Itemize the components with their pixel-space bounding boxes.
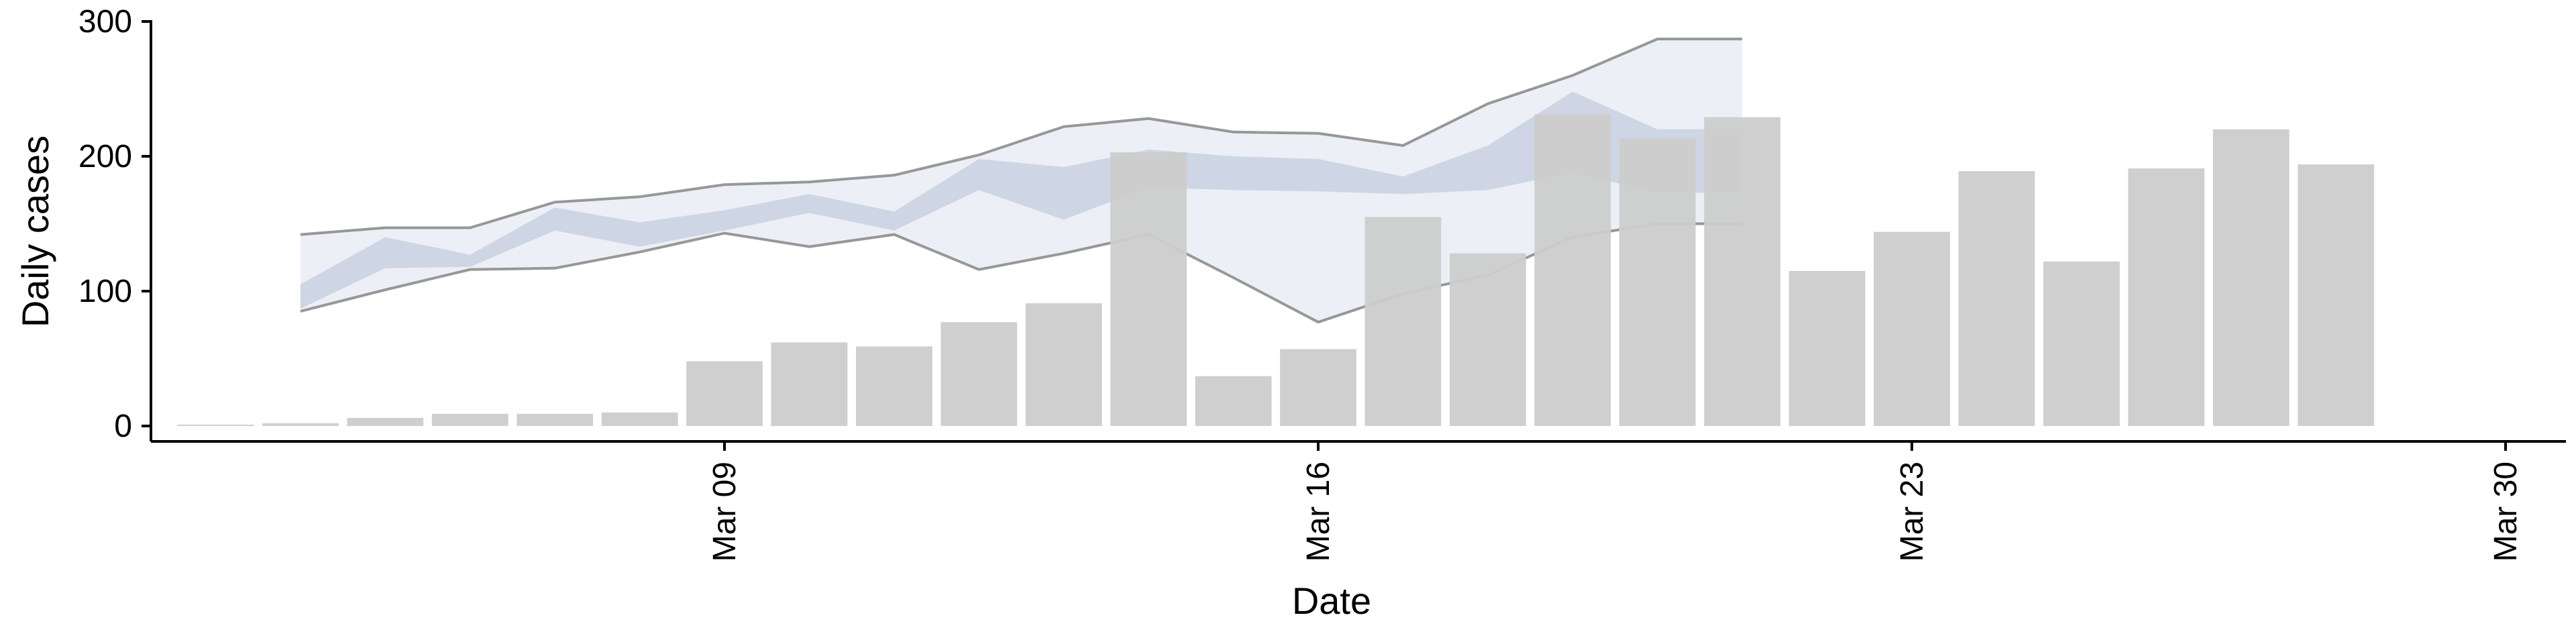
bar	[941, 322, 1018, 426]
x-tick-label: Mar 09	[707, 462, 743, 561]
x-tick-label: Mar 16	[1301, 462, 1336, 561]
bar	[1619, 138, 1696, 426]
y-axis-title: Daily cases	[14, 136, 56, 327]
bar	[1025, 303, 1102, 426]
bar	[2212, 129, 2290, 427]
x-tick-label: Mar 23	[1894, 462, 1930, 561]
bar	[431, 413, 508, 426]
bar	[347, 417, 424, 426]
bar	[1280, 349, 1356, 426]
inner-ribbon-band	[300, 91, 1743, 309]
bar	[856, 346, 932, 426]
bar	[1450, 253, 1526, 426]
y-tick-label: 200	[78, 139, 132, 174]
x-axis-title: Date	[1292, 580, 1371, 622]
y-tick-label: 300	[78, 4, 132, 40]
bar	[1364, 217, 1442, 426]
bar	[2043, 261, 2120, 426]
bar	[1195, 376, 1272, 426]
bar	[177, 425, 254, 426]
bar	[2298, 164, 2375, 426]
bar	[1534, 114, 1611, 426]
bar	[1110, 152, 1187, 426]
x-tick-label: Mar 30	[2488, 462, 2524, 561]
bar	[2128, 168, 2205, 426]
bar	[1958, 171, 2035, 426]
bar	[517, 413, 594, 426]
bar	[1704, 117, 1781, 426]
bar	[686, 361, 763, 426]
ribbon-upper-line	[300, 38, 1743, 236]
bar	[1874, 231, 1950, 426]
y-tick-label: 100	[78, 274, 132, 309]
bars-layer	[177, 114, 2375, 427]
bar	[1788, 270, 1866, 426]
bar	[262, 423, 339, 426]
bar	[771, 342, 848, 426]
bar	[601, 412, 678, 426]
y-tick-label: 0	[114, 409, 132, 444]
axes-layer: 0 100 200 300 Mar 09 Mar 16 Mar 23 Mar 30	[78, 4, 2566, 561]
